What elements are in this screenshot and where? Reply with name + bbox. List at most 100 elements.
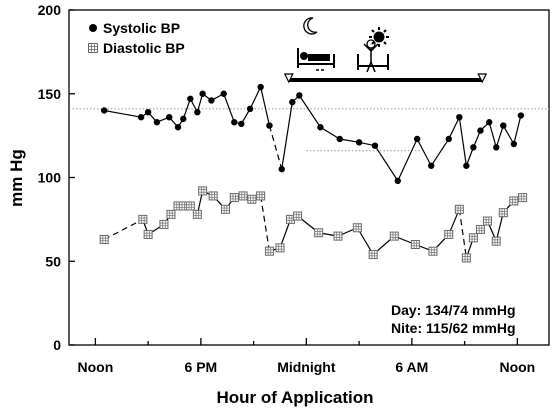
- series-0-segment: [268, 125, 283, 170]
- systolic-point: [486, 119, 493, 126]
- systolic-point: [180, 115, 187, 123]
- systolic-point: [493, 144, 500, 151]
- x-tick-label: Midnight: [277, 359, 336, 375]
- y-tick-label: 100: [38, 170, 62, 186]
- y-axis-title: mm Hg: [7, 149, 26, 207]
- legend-diastolic-marker: [88, 43, 98, 53]
- series-0-segment: [416, 138, 432, 167]
- legend-systolic-marker: [89, 24, 97, 32]
- series-0-segment: [374, 145, 399, 182]
- series-0-segment: [182, 98, 191, 120]
- systolic-point: [500, 122, 507, 129]
- sleeping-figure-icon: [297, 48, 335, 71]
- diastolic-point: [185, 201, 195, 211]
- x-tick-label: 6 AM: [395, 359, 428, 375]
- diastolic-point: [264, 246, 274, 256]
- systolic-point: [394, 177, 401, 185]
- systolic-point: [238, 120, 245, 128]
- series-0-segment: [298, 95, 321, 128]
- systolic-point: [463, 162, 470, 169]
- systolic-point: [266, 122, 273, 129]
- diastolic-point: [293, 211, 303, 221]
- diastolic-point: [491, 236, 501, 246]
- diastolic-point: [138, 214, 148, 224]
- series-0-segment: [448, 116, 460, 140]
- series-0-segment: [339, 138, 360, 143]
- systolic-point: [208, 97, 215, 104]
- diastolic-point: [192, 209, 202, 219]
- x-tick-label: 6 PM: [185, 359, 218, 375]
- y-tick-label: 0: [53, 337, 61, 353]
- diastolic-point: [256, 191, 266, 201]
- series-0-segment: [430, 138, 450, 167]
- waking-figure-icon: [357, 39, 389, 73]
- x-tick-label: Noon: [77, 359, 113, 375]
- series-lines: [103, 86, 523, 259]
- legend-diastolic-label: Diastolic BP: [103, 40, 185, 56]
- series-0-segment: [249, 86, 262, 110]
- diastolic-point: [275, 243, 285, 253]
- systolic-point: [470, 144, 477, 151]
- systolic-point: [199, 90, 206, 97]
- reference-lines: [69, 108, 549, 152]
- systolic-point: [174, 124, 182, 131]
- diastolic-point: [238, 191, 248, 201]
- systolic-point: [166, 114, 173, 121]
- y-tick-label: 200: [38, 2, 62, 18]
- diastolic-point: [368, 250, 378, 260]
- systolic-point: [510, 140, 518, 148]
- sun-icon: [369, 27, 389, 47]
- series-markers: [99, 83, 528, 263]
- diastolic-point: [229, 193, 239, 203]
- series-1-segment: [495, 212, 504, 242]
- series-0-segment: [502, 125, 515, 145]
- systolic-point: [427, 162, 435, 169]
- systolic-point: [371, 142, 379, 149]
- diastolic-point: [509, 196, 519, 206]
- diastolic-point: [143, 229, 153, 239]
- diastolic-point: [333, 231, 343, 241]
- x-axis-title: Hour of Application: [216, 388, 373, 407]
- systolic-point: [187, 95, 194, 102]
- diastolic-point: [428, 246, 438, 256]
- diastolic-point: [352, 223, 362, 233]
- systolic-point: [289, 98, 296, 106]
- diastolic-point: [410, 240, 420, 249]
- diastolic-point: [518, 193, 528, 203]
- series-0-segment: [488, 122, 497, 148]
- x-tick-label: Noon: [499, 359, 535, 375]
- x-tick-labels: Noon 6 PM Midnight 6 AM Noon: [77, 359, 535, 375]
- diastolic-point: [208, 191, 218, 201]
- systolic-point: [456, 114, 463, 121]
- systolic-point: [336, 135, 343, 143]
- systolic-point: [153, 119, 161, 126]
- y-tick-label: 150: [38, 86, 62, 102]
- diastolic-point: [498, 208, 508, 218]
- systolic-point: [477, 127, 484, 134]
- series-1-segment: [103, 218, 144, 241]
- diastolic-point: [220, 204, 230, 214]
- series-1-segment: [458, 209, 467, 258]
- systolic-point: [517, 112, 525, 119]
- diastolic-point: [468, 233, 478, 243]
- legend-systolic-label: Systolic BP: [103, 20, 180, 36]
- diastolic-point: [314, 228, 324, 238]
- diastolic-point: [475, 224, 485, 234]
- y-tick-labels: 0 50 100 150 200: [38, 2, 62, 353]
- diastolic-point: [454, 204, 464, 214]
- diastolic-point: [198, 186, 208, 196]
- series-0-segment: [513, 115, 522, 145]
- diastolic-point: [286, 214, 296, 224]
- systolic-point: [100, 107, 108, 114]
- x-tick-marks: [94, 338, 519, 345]
- systolic-point: [355, 139, 363, 146]
- systolic-point: [413, 135, 421, 143]
- y-tick-marks: [69, 9, 75, 346]
- diastolic-point: [166, 209, 176, 219]
- series-0-segment: [104, 109, 142, 118]
- systolic-point: [246, 105, 254, 113]
- systolic-point: [220, 90, 227, 97]
- series-0-segment: [320, 126, 341, 140]
- series-0-segment: [260, 86, 271, 126]
